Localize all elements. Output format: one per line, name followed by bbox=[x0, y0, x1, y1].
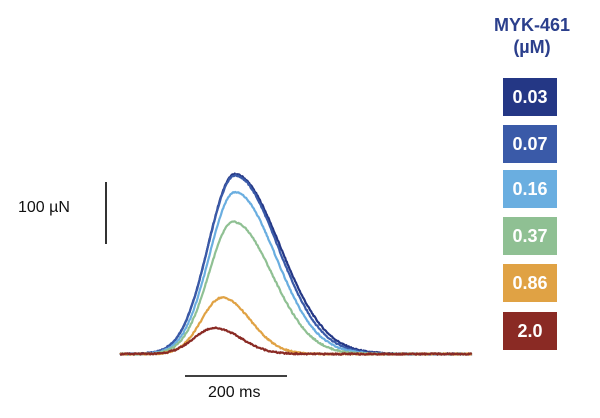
legend-title-drug: MYK-461 bbox=[493, 15, 571, 35]
trace-0-16 bbox=[119, 190, 473, 356]
trace-0-03 bbox=[119, 172, 473, 356]
legend-item-0-03: 0.03 bbox=[503, 78, 557, 116]
trace-0-07 bbox=[119, 173, 473, 356]
legend-item-0-07: 0.07 bbox=[503, 125, 557, 163]
legend-title-unit: (µM) bbox=[513, 37, 551, 57]
traces-group bbox=[119, 172, 473, 356]
x-scale-label: 200 ms bbox=[208, 384, 261, 401]
y-scale-label: 100 µN bbox=[18, 199, 70, 216]
legend-item-0-16: 0.16 bbox=[503, 170, 557, 208]
legend-title: MYK-461 (µM) bbox=[472, 14, 592, 58]
legend-item-0-86: 0.86 bbox=[503, 264, 557, 302]
trace-2-0 bbox=[119, 326, 473, 356]
legend-item-0-37: 0.37 bbox=[503, 217, 557, 255]
legend-item-2-0: 2.0 bbox=[503, 312, 557, 350]
